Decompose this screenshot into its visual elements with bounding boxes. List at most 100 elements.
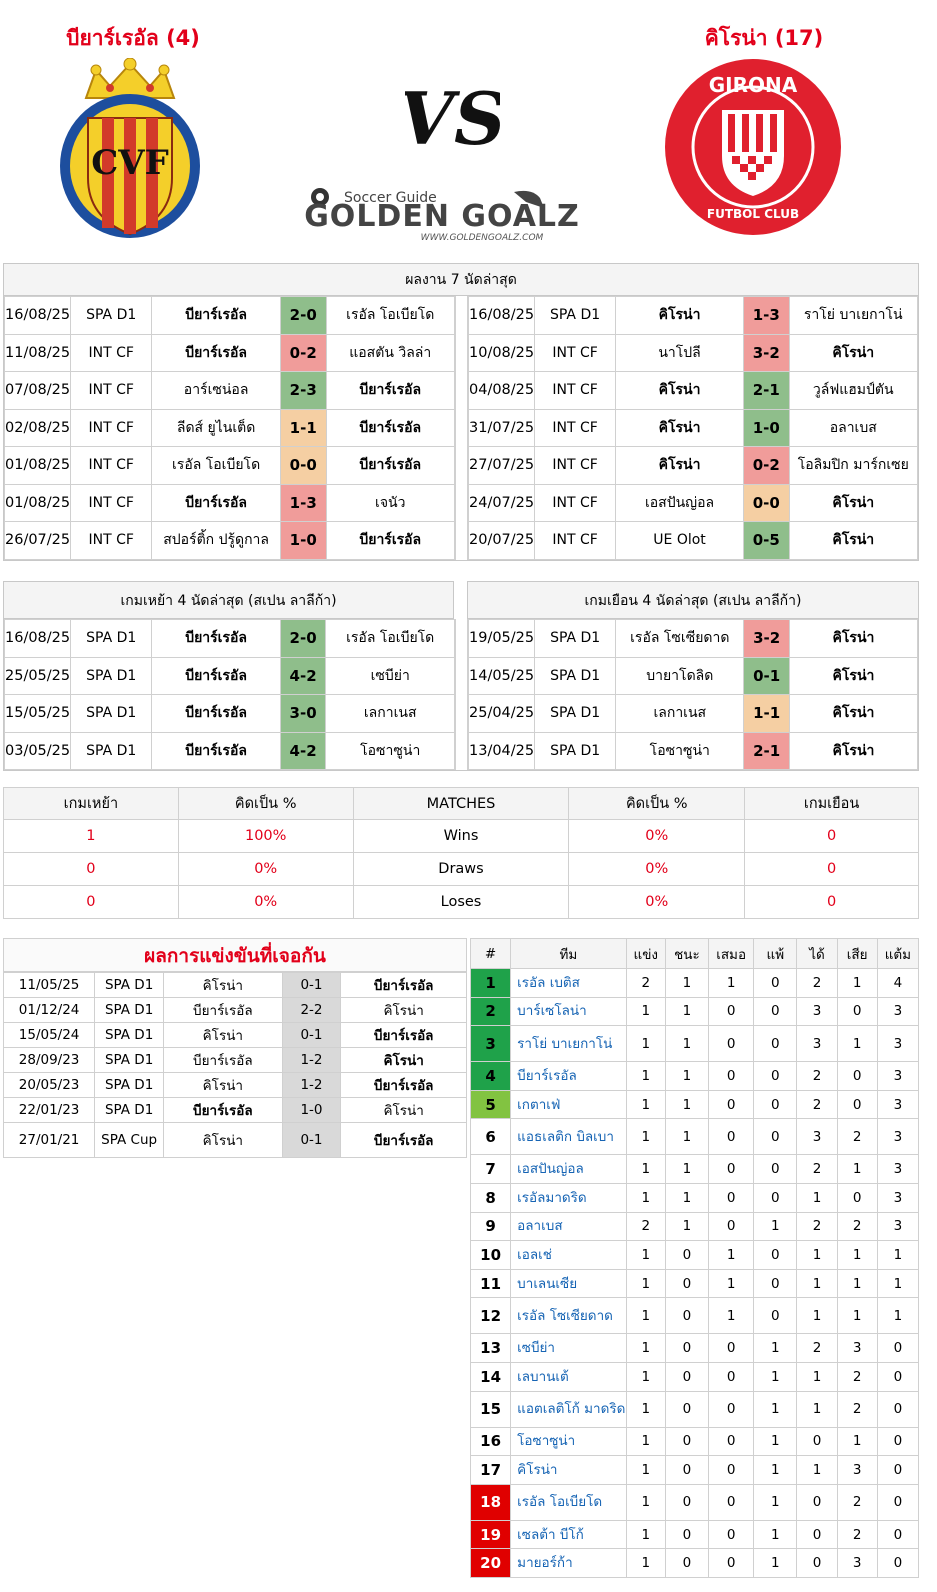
league-header: ทีม: [510, 938, 627, 969]
result-row: 16/08/25 SPA D1 คิโรน่า 1-3 ราโย่ บาเยกาโน่: [467, 296, 918, 335]
league-stat-w: 0: [664, 1361, 710, 1392]
svg-text:GIRONA: GIRONA: [709, 73, 798, 97]
league-stat-gf: 1: [796, 1268, 838, 1299]
away-side-team: บียาร์เรอัล: [340, 972, 467, 998]
result-row: 24/07/25 INT CF เอสปันญ่อล 0-0 คิโรน่า: [467, 483, 918, 522]
league-stat-gf: 1: [796, 1455, 838, 1485]
home-side-team: คิโรน่า: [163, 1122, 283, 1158]
league-stat-d: 0: [708, 1426, 755, 1457]
league-team-link[interactable]: แอธเลติก บิลเบา: [510, 1118, 627, 1156]
score-cell: 0-1: [281, 1122, 342, 1158]
league-stat-w: 1: [664, 1118, 710, 1156]
match-date: 01/08/25: [3, 446, 72, 485]
stats-row: 0 0% Loses 0% 0: [3, 885, 919, 919]
score-cell: 1-3: [743, 296, 790, 335]
league-stat-w: 1: [664, 1025, 710, 1063]
result-row: 25/05/25 SPA D1 บียาร์เรอัล 4-2 เซบีย่า: [3, 656, 455, 695]
competition: SPA D1: [534, 694, 617, 733]
result-row: 04/08/25 INT CF คิโรน่า 2-1 วูล์ฟแฮมป์ตัน: [467, 371, 918, 410]
score-cell: 1-0: [279, 521, 327, 560]
league-team-link[interactable]: บาร์เซโลน่า: [510, 996, 627, 1027]
away-count: 0: [744, 852, 919, 886]
league-team-link[interactable]: เกตาเฟ่: [510, 1089, 627, 1120]
match-date: 04/08/25: [467, 371, 536, 410]
league-team-link[interactable]: เรอัล โอเบียโด: [510, 1483, 627, 1521]
league-stat-ga: 2: [836, 1361, 878, 1392]
league-team-link[interactable]: อลาเบส: [510, 1211, 627, 1242]
league-stat-p: 1: [625, 1426, 666, 1457]
match-date: 15/05/24: [2, 1022, 96, 1048]
competition: SPA Cup: [94, 1122, 165, 1158]
league-stat-l: 1: [753, 1333, 798, 1363]
league-position: 1: [469, 968, 512, 998]
match-date: 20/07/25: [467, 521, 536, 560]
last-7-title: ผลงาน 7 นัดล่าสุด: [3, 263, 919, 296]
home-count: 1: [3, 819, 179, 853]
league-team-link[interactable]: บาเลนเซีย: [510, 1268, 627, 1299]
league-team-link[interactable]: เรอัลมาดริด: [510, 1182, 627, 1213]
league-position: 9: [469, 1211, 512, 1242]
league-stat-ga: 1: [836, 1154, 878, 1184]
league-stat-p: 1: [625, 1154, 666, 1184]
league-stat-ga: 2: [836, 1519, 878, 1550]
league-team-link[interactable]: มายอร์ก้า: [510, 1548, 627, 1578]
away-side-team: อลาเบส: [788, 408, 918, 447]
home-side-team: บียาร์เรอัล: [163, 997, 283, 1023]
league-team-link[interactable]: ราโย่ บาเยกาโน่: [510, 1025, 627, 1063]
league-stat-gf: 2: [796, 1211, 838, 1242]
league-stat-d: 0: [708, 1483, 755, 1521]
league-team-link[interactable]: แอตเลติโก้ มาดริด: [510, 1390, 627, 1428]
competition: SPA D1: [70, 656, 153, 695]
h2h-row: 28/09/23 SPA D1 บียาร์เรอัล 1-2 คิโรน่า: [2, 1047, 467, 1073]
league-position: 3: [469, 1025, 512, 1063]
score-cell: 4-2: [279, 731, 327, 770]
league-team-link[interactable]: เซบีย่า: [510, 1333, 627, 1363]
result-row: 11/08/25 INT CF บียาร์เรอัล 0-2 แอสตัน วิลล่…: [3, 333, 455, 372]
league-team-link[interactable]: เรอัล โซเซียดาด: [510, 1297, 627, 1335]
league-team-link[interactable]: เซลต้า บีโก้: [510, 1519, 627, 1550]
league-team-link[interactable]: บียาร์เรอัล: [510, 1061, 627, 1091]
home-side-team: บียาร์เรอัล: [151, 656, 281, 695]
last-4-panel: เกมเหย้า 4 นัดล่าสุด (สเปน ลาลีก้า) เกมเ…: [3, 581, 919, 771]
svg-text:VS: VS: [405, 78, 500, 158]
league-position: 14: [469, 1361, 512, 1392]
league-team-link[interactable]: โอซาซูน่า: [510, 1426, 627, 1457]
score-cell: 3-2: [743, 333, 790, 372]
away-side-team: คิโรน่า: [340, 1047, 467, 1073]
last-7-home-table: 16/08/25 SPA D1 บียาร์เรอัล 2-0 เรอัล โอเบีย…: [3, 296, 455, 560]
away-side-team: ราโย่ บาเยกาโน่: [788, 296, 918, 335]
league-stat-d: 0: [708, 1211, 755, 1242]
league-row: 20 มายอร์ก้า 1 0 0 1 0 3 0: [469, 1548, 920, 1578]
league-team-link[interactable]: เอสปันญ่อล: [510, 1154, 627, 1184]
league-stat-gf: 1: [796, 1182, 838, 1213]
league-team-link[interactable]: เอลเช่: [510, 1240, 627, 1270]
home-side-team: คิโรน่า: [615, 296, 745, 335]
home-side-team: คิโรน่า: [615, 408, 745, 447]
stats-row: 0 0% Draws 0% 0: [3, 852, 919, 886]
league-team-link[interactable]: คิโรน่า: [510, 1455, 627, 1485]
home-side-team: เรอัล โอเบียโด: [151, 446, 281, 485]
league-stat-gf: 2: [796, 1061, 838, 1091]
home-side-team: อาร์เซน่อล: [151, 371, 281, 410]
league-stat-gf: 2: [796, 1333, 838, 1363]
away-side-team: คิโรน่า: [788, 656, 919, 695]
league-team-link[interactable]: เรอัล เบติส: [510, 968, 627, 998]
league-stat-w: 0: [664, 1268, 710, 1299]
league-stat-pts: 3: [876, 1089, 920, 1120]
competition: SPA D1: [534, 731, 617, 770]
league-position: 17: [469, 1455, 512, 1485]
league-stat-gf: 0: [796, 1426, 838, 1457]
league-stat-ga: 3: [836, 1333, 878, 1363]
competition: INT CF: [534, 408, 617, 447]
league-team-link[interactable]: เลบานเต้: [510, 1361, 627, 1392]
league-stat-w: 0: [664, 1483, 710, 1521]
league-stat-ga: 1: [836, 1426, 878, 1457]
league-stat-pts: 3: [876, 1025, 920, 1063]
league-stat-l: 1: [753, 1455, 798, 1485]
league-position: 11: [469, 1268, 512, 1299]
league-header: เสมอ: [708, 938, 755, 969]
league-stat-d: 0: [708, 1061, 755, 1091]
league-header: แข่ง: [625, 938, 666, 969]
league-position: 18: [469, 1483, 512, 1521]
league-stat-l: 0: [753, 1268, 798, 1299]
